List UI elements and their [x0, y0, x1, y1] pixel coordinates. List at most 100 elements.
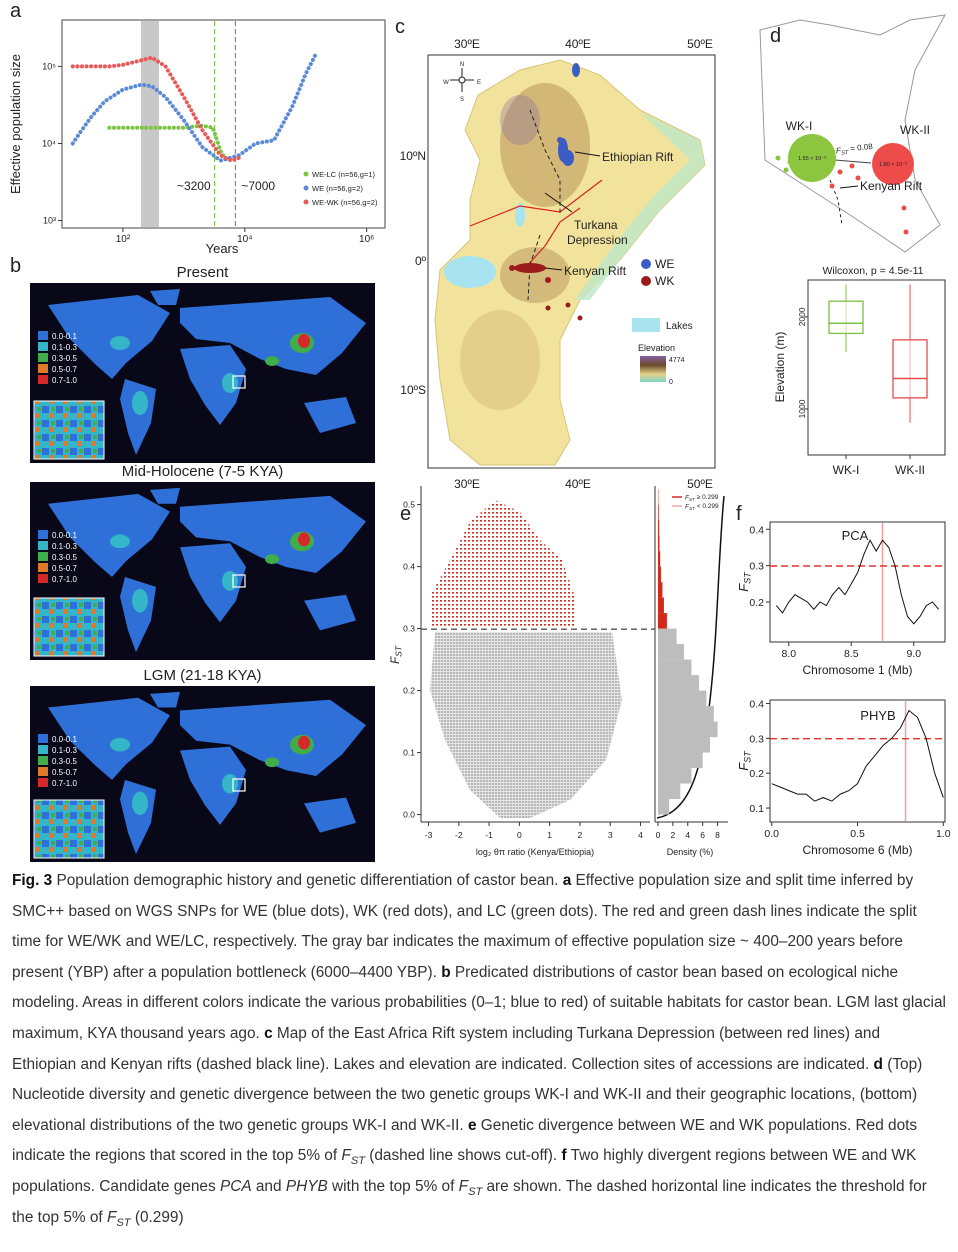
x-tick-label: -3 — [425, 830, 433, 840]
longitude-label: 40ºE — [565, 37, 591, 51]
caption-text: PCA — [219, 1177, 252, 1195]
y-tick-label: 0.2 — [403, 686, 415, 696]
y-tick-label: 0.4 — [403, 562, 415, 572]
density-bar — [657, 799, 670, 815]
legend-label: 0.7-1.0 — [52, 376, 77, 385]
x-tick-label: 8.5 — [844, 648, 859, 660]
legend-label: 0.3-0.5 — [52, 553, 77, 562]
density-bar — [657, 520, 660, 536]
legend-label: Lakes — [666, 321, 693, 332]
inset-map — [33, 597, 105, 657]
fst-line — [775, 539, 940, 625]
legend-label: 0.5-0.7 — [52, 365, 77, 374]
legend-label: WE (n=56,g=2) — [312, 184, 363, 193]
legend-swatch — [38, 331, 48, 340]
legend-label: Elevation — [638, 343, 675, 353]
legend-label: WE-WK (n=56,g=2) — [312, 198, 378, 207]
density-bar — [657, 768, 692, 784]
caption-text: Fig. 3 — [12, 872, 53, 889]
caption-text: Predicated distributions of castor bean … — [12, 963, 946, 1042]
legend-swatch — [38, 552, 48, 561]
legend-label: FST ≥ 0.299 — [685, 494, 719, 502]
zoom-box — [232, 375, 246, 389]
legend-label: 0.0-0.1 — [52, 531, 77, 540]
y-tick-label: 0.3 — [403, 624, 415, 634]
fst-sub: ST — [841, 150, 849, 157]
legend-label: 0.7-1.0 — [52, 575, 77, 584]
plot-title: Wilcoxon, p = 4.5e-11 — [822, 265, 923, 277]
x-tick-label: 8.0 — [781, 648, 796, 660]
legend-label: 0.5-0.7 — [52, 564, 77, 573]
legend-swatch — [303, 185, 309, 191]
x-tick-label: 6 — [700, 830, 705, 840]
latitude-label: 10ºN — [400, 149, 426, 163]
y-tick-label: 0.1 — [403, 748, 415, 758]
legend-label: 0.0-0.1 — [52, 735, 77, 744]
caption-text: with the top 5% of — [327, 1177, 459, 1195]
place-label: Ethiopian Rift — [602, 150, 674, 164]
caption-text: F — [458, 1177, 469, 1195]
legend-swatch — [38, 734, 48, 743]
legend-label: 0.3-0.5 — [52, 354, 77, 363]
x-axis-label: log₂ θπ ratio (Kenya/Ethiopia) — [476, 847, 594, 857]
compass-letter: W — [443, 80, 449, 86]
density-bar — [657, 628, 677, 645]
longitude-label: 50ºE — [687, 477, 713, 491]
zoom-box — [232, 778, 246, 792]
legend-swatch — [38, 778, 48, 787]
series-dots — [70, 50, 319, 163]
panel-label: f — [736, 503, 742, 525]
caption-text: (Top) Nucleotide diversity and genetic d… — [12, 1055, 923, 1134]
plot-title: PCA — [842, 528, 869, 543]
legend-swatch — [38, 364, 48, 373]
density-bar — [657, 706, 714, 722]
caption-text: a — [562, 872, 572, 889]
caption-text: F — [341, 1147, 351, 1165]
compass-letter: E — [477, 80, 481, 86]
y-tick-label: 10³ — [43, 216, 56, 226]
box-body — [828, 300, 864, 335]
x-tick-label: 4 — [638, 830, 643, 840]
caption-text: and — [251, 1177, 286, 1195]
latitude-label: 10ºS — [400, 383, 426, 397]
fst-sub: ST — [689, 497, 696, 502]
longitude-label: 40ºE — [565, 477, 591, 491]
longitude-label: 30ºE — [454, 477, 480, 491]
density-bar — [657, 752, 703, 769]
y-tick-label: 0.1 — [749, 803, 764, 815]
legend-label: 0.1-0.3 — [52, 542, 77, 551]
fst-main: F — [736, 762, 751, 771]
x-tick-label: WK-I — [833, 463, 860, 477]
x-tick-label: -1 — [485, 830, 493, 840]
panel-label: b — [10, 255, 21, 277]
legend-label: 0.5-0.7 — [52, 768, 77, 777]
caption-text: c — [264, 1024, 273, 1042]
figure-caption: Fig. 3 Population demographic history an… — [12, 866, 946, 1233]
density-bar — [657, 783, 681, 800]
x-tick-label: 0 — [517, 830, 522, 840]
fst-sub: ST — [394, 645, 404, 657]
legend-label: WK — [655, 274, 674, 288]
y-tick-label: 1000 — [797, 399, 807, 418]
x-tick-label: 4 — [685, 830, 690, 840]
density-bar — [657, 675, 699, 691]
legend-swatch — [641, 276, 651, 286]
fst-main: F — [736, 583, 751, 592]
x-tick-label: 1 — [547, 830, 552, 840]
fst-sub: ST — [689, 506, 696, 511]
density-bar — [657, 551, 661, 567]
legend-label: 0 — [669, 379, 673, 386]
fst-main: F — [685, 495, 690, 502]
x-tick-label: 9.0 — [906, 648, 921, 660]
x-tick-label: 10⁶ — [359, 234, 374, 245]
map-title: Present — [177, 264, 230, 281]
split-label: ~3200 — [177, 179, 211, 193]
plot-frame — [61, 19, 386, 229]
x-tick-label: WK-II — [895, 463, 925, 477]
legend-label: 0.1-0.3 — [52, 343, 77, 352]
legend-swatch — [38, 574, 48, 583]
y-tick-label: 0.3 — [749, 733, 764, 745]
caption-text: ST — [468, 1186, 483, 1199]
fst-main: F — [685, 504, 690, 511]
caption-text: PHYB — [285, 1177, 328, 1195]
